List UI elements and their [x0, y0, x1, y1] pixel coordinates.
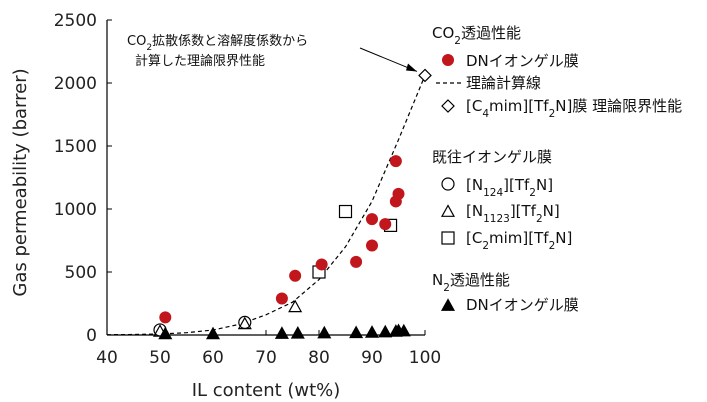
legend-n2-header: N2透過性能 [432, 271, 510, 294]
legend-n1123-label: [N1123][Tf2N] [466, 202, 560, 225]
legend-n2-dn-marker [440, 298, 456, 311]
annotation-arrow-head [406, 63, 417, 72]
x-tick-label: 40 [96, 348, 118, 368]
x-tick-label: 50 [149, 348, 171, 368]
data-point-filled-circle [350, 255, 363, 268]
data-point-filled-triangle [205, 326, 221, 340]
data-point-filled-circle [159, 311, 172, 324]
x-tick-label: 70 [255, 348, 277, 368]
data-point-open-triangle [237, 316, 252, 330]
y-tick-label: 1500 [54, 137, 97, 157]
legend-theory-limit-marker [441, 99, 455, 113]
y-tick-label: 1000 [54, 200, 97, 220]
legend-n124-marker [441, 177, 455, 191]
data-point-open-square [338, 204, 353, 219]
legend-c2mim-label: [C2mim][Tf2N] [466, 229, 572, 252]
legend-existing-header: 既往イオンゲル膜 [432, 148, 552, 166]
data-point-filled-circle [366, 239, 378, 252]
y-tick-label: 2000 [54, 74, 97, 94]
legend-theory-line-label: 理論計算線 [466, 74, 541, 92]
legend-n1123-marker [440, 204, 456, 217]
data-point-filled-triangle [364, 325, 380, 338]
data-point-open-diamond [418, 68, 432, 83]
x-tick-label: 90 [361, 348, 383, 368]
data-point-filled-triangle [317, 325, 332, 339]
x-tick-label: 60 [202, 348, 224, 368]
legend-n2-dn-label: DNイオンゲル膜 [466, 296, 579, 314]
data-point-filled-circle [379, 218, 392, 231]
x-tick-label: 80 [308, 348, 330, 368]
data-point-filled-triangle [274, 326, 289, 339]
theory-curve [106, 75, 426, 336]
data-point-filled-circle [392, 187, 405, 200]
legend-dn-marker [442, 54, 454, 66]
annotation-line-2: 計算した理論限界性能 [135, 53, 265, 69]
x-tick-label: 100 [409, 348, 441, 368]
legend-dn-label: DNイオンゲル膜 [466, 52, 579, 70]
y-tick-label: 0 [86, 326, 97, 346]
data-point-filled-triangle [158, 326, 173, 340]
data-point-filled-circle [366, 213, 378, 226]
data-point-open-triangle [288, 299, 303, 313]
data-point-filled-triangle [349, 325, 364, 339]
data-point-filled-triangle [396, 323, 411, 337]
data-point-filled-circle [289, 269, 302, 282]
legend-n124-label: [N124][Tf2N] [466, 176, 553, 199]
data-points [152, 68, 432, 340]
data-point-filled-circle [315, 258, 328, 271]
y-tick-label: 500 [65, 263, 97, 283]
y-axis-label: Gas permeability (barrer) [10, 68, 31, 296]
data-point-open-triangle [152, 324, 168, 337]
x-axis-label: IL content (wt%) [192, 380, 341, 401]
theory-curve-line [106, 75, 426, 336]
data-point-filled-triangle [290, 326, 305, 339]
legend-co2-header: CO2透過性能 [432, 24, 521, 47]
annotation-line-1: CO2拡散係数と溶解度係数から [127, 33, 308, 53]
y-tick-label: 2500 [54, 11, 97, 31]
legend-c2mim-marker [441, 231, 455, 245]
data-point-filled-circle [389, 155, 402, 168]
data-point-filled-triangle [378, 324, 393, 338]
legend-theory-limit-label: [C4mim][Tf2N]膜 理論限界性能 [466, 97, 682, 120]
data-point-filled-circle [275, 292, 288, 305]
